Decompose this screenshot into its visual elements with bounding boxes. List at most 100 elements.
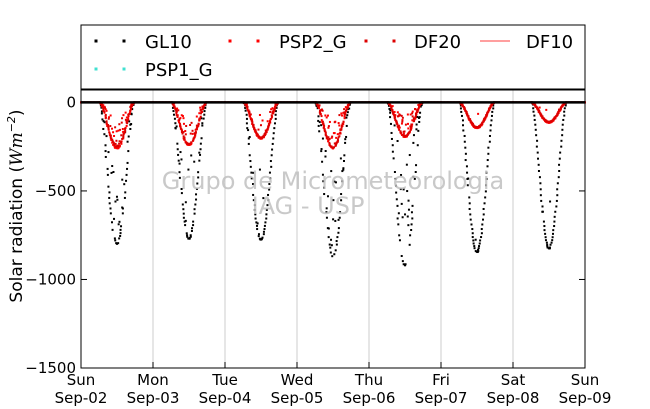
point-psp2_g bbox=[119, 129, 121, 131]
point-gl10 bbox=[329, 244, 331, 246]
point-gl10 bbox=[550, 244, 552, 246]
point-df20 bbox=[184, 139, 186, 141]
point-gl10 bbox=[125, 180, 127, 182]
point-df20 bbox=[409, 131, 411, 133]
point-df20 bbox=[344, 113, 346, 115]
y-axis-label-text: Solar radiation ( bbox=[7, 166, 27, 303]
point-gl10 bbox=[546, 242, 548, 244]
point-df20 bbox=[126, 120, 128, 122]
point-gl10 bbox=[275, 114, 277, 116]
point-gl10 bbox=[549, 247, 551, 249]
point-psp2_g bbox=[327, 115, 329, 117]
point-gl10 bbox=[561, 134, 563, 136]
point-gl10 bbox=[258, 235, 260, 237]
point-gl10 bbox=[401, 203, 403, 205]
point-gl10 bbox=[554, 211, 556, 213]
point-df20 bbox=[331, 136, 333, 138]
point-psp2_g bbox=[106, 110, 108, 112]
point-gl10 bbox=[490, 124, 492, 126]
point-gl10 bbox=[460, 107, 462, 109]
point-df20 bbox=[412, 115, 414, 117]
point-gl10 bbox=[256, 225, 258, 227]
point-df20 bbox=[108, 131, 110, 133]
point-df20 bbox=[401, 121, 403, 123]
point-gl10 bbox=[107, 186, 109, 188]
point-gl10 bbox=[540, 188, 542, 190]
point-gl10 bbox=[540, 194, 542, 196]
point-gl10 bbox=[270, 160, 272, 162]
point-psp2_g bbox=[335, 137, 337, 139]
point-gl10 bbox=[483, 208, 485, 210]
point-gl10 bbox=[409, 154, 411, 156]
point-gl10 bbox=[116, 199, 118, 201]
point-gl10 bbox=[180, 151, 182, 153]
point-gl10 bbox=[328, 236, 330, 238]
point-gl10 bbox=[263, 228, 265, 230]
x-tick-day: Mon bbox=[137, 371, 169, 389]
point-gl10 bbox=[534, 119, 536, 121]
point-gl10 bbox=[484, 202, 486, 204]
point-df20 bbox=[250, 113, 252, 115]
point-df20 bbox=[401, 115, 403, 117]
point-psp2_g bbox=[344, 115, 346, 117]
point-gl10 bbox=[130, 123, 132, 125]
point-gl10 bbox=[121, 179, 123, 181]
point-gl10 bbox=[203, 118, 205, 120]
point-df20 bbox=[274, 107, 276, 109]
point-df20 bbox=[411, 112, 413, 114]
point-gl10 bbox=[112, 171, 114, 173]
point-gl10 bbox=[262, 237, 264, 239]
point-psp2_g bbox=[182, 115, 184, 117]
point-df20 bbox=[322, 121, 324, 123]
point-df20 bbox=[115, 140, 117, 142]
legend-label-psp2_g: PSP2_G bbox=[279, 32, 347, 53]
point-gl10 bbox=[110, 212, 112, 214]
point-gl10 bbox=[461, 115, 463, 117]
point-df20 bbox=[196, 128, 198, 130]
point-gl10 bbox=[346, 125, 348, 127]
point-gl10 bbox=[555, 205, 557, 207]
point-psp2_g bbox=[407, 123, 409, 125]
point-gl10 bbox=[321, 161, 323, 163]
point-gl10 bbox=[176, 125, 178, 127]
point-gl10 bbox=[174, 118, 176, 120]
point-gl10 bbox=[111, 221, 113, 223]
point-df20 bbox=[109, 125, 111, 127]
point-df20 bbox=[179, 124, 181, 126]
y-axis-label-unit: Wm bbox=[7, 132, 27, 166]
watermark: Grupo de Micrometeorologia IAG - USP bbox=[162, 167, 504, 220]
point-gl10 bbox=[552, 236, 554, 238]
point-df20 bbox=[397, 115, 399, 117]
point-gl10 bbox=[193, 161, 195, 163]
point-gl10 bbox=[479, 239, 481, 241]
point-gl10 bbox=[542, 211, 544, 213]
point-gl10 bbox=[540, 200, 542, 202]
legend: GL10 PSP2_G DF20 DF10PSP1_G bbox=[81, 25, 585, 89]
point-gl10 bbox=[491, 115, 493, 117]
legend-label-df20: DF20 bbox=[414, 32, 461, 53]
point-gl10 bbox=[544, 233, 546, 235]
point-gl10 bbox=[177, 154, 179, 156]
point-gl10 bbox=[556, 200, 558, 202]
point-df20 bbox=[127, 118, 129, 120]
point-gl10 bbox=[558, 164, 560, 166]
point-gl10 bbox=[399, 239, 401, 241]
point-gl10 bbox=[537, 158, 539, 160]
point-gl10 bbox=[478, 247, 480, 249]
point-df20 bbox=[182, 131, 184, 133]
point-gl10 bbox=[462, 119, 464, 121]
point-gl10 bbox=[408, 209, 410, 211]
point-gl10 bbox=[482, 219, 484, 221]
point-gl10 bbox=[464, 135, 466, 137]
point-gl10 bbox=[120, 229, 122, 231]
legend-dot bbox=[95, 40, 98, 43]
point-df20 bbox=[128, 113, 130, 115]
point-gl10 bbox=[489, 135, 491, 137]
point-gl10 bbox=[118, 237, 120, 239]
point-gl10 bbox=[412, 142, 414, 144]
point-gl10 bbox=[173, 114, 175, 116]
point-gl10 bbox=[105, 150, 107, 152]
point-gl10 bbox=[487, 153, 489, 155]
point-gl10 bbox=[534, 124, 536, 126]
point-gl10 bbox=[245, 110, 247, 112]
